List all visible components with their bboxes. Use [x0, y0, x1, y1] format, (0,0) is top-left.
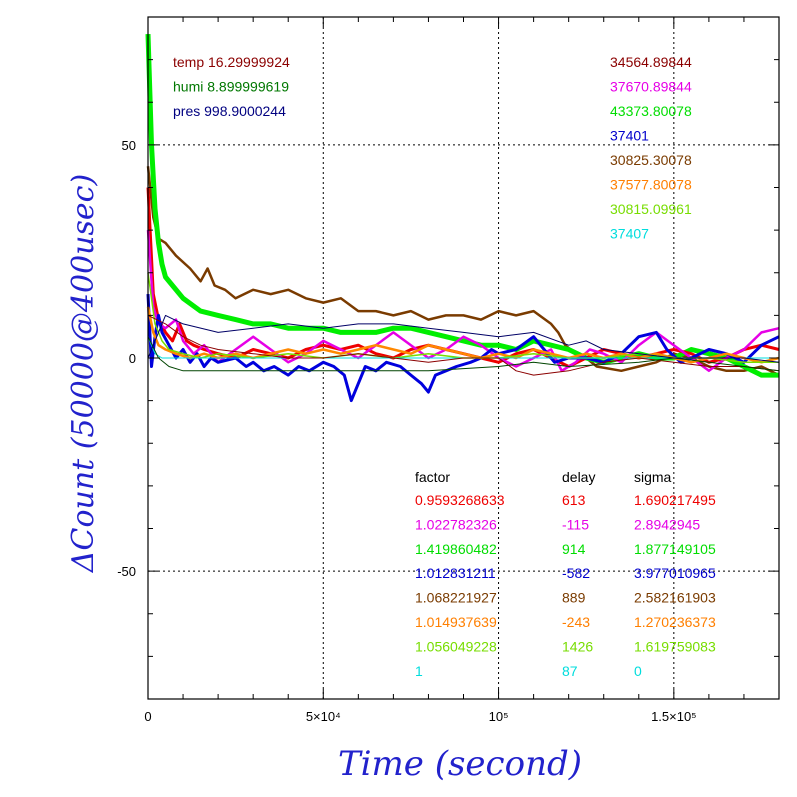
series-line-0	[146, 166, 780, 377]
table-cell-delay: 613	[562, 492, 586, 508]
y-tick-label: 50	[122, 138, 136, 153]
table-header: sigma	[634, 469, 672, 485]
series-line-2	[146, 187, 780, 368]
y-tick-label: -50	[117, 564, 136, 579]
x-axis-title: Time (second)	[338, 744, 582, 784]
plot-frame	[147, 16, 780, 700]
table-cell-delay: 889	[562, 590, 586, 606]
table-header: delay	[562, 469, 595, 485]
table-cell-delay: 914	[562, 541, 586, 557]
table-cell-delay: 1426	[562, 638, 593, 654]
table-cell-factor: 1.056049228	[415, 638, 497, 654]
table-cell-factor: 1.068221927	[415, 590, 497, 606]
table-cell-sigma: 1.270236373	[634, 614, 716, 630]
env-label: pres 998.9000244	[173, 103, 286, 119]
y-axis-title: ΔCount (50000@400usec)	[66, 174, 101, 573]
series-line-10	[147, 314, 780, 363]
table-cell-factor: 1.022782326	[415, 516, 497, 532]
fit-parameter-table: factor delay sigma 0.9593268633 613 1.6902174…	[415, 469, 716, 679]
table-cell-sigma: 2.8942945	[634, 516, 700, 532]
axis-ticks	[147, 16, 780, 700]
count-label: 37670.89844	[610, 79, 692, 95]
table-cell-sigma: 1.877149105	[634, 541, 716, 557]
x-tick-label: 5×10⁴	[306, 709, 341, 724]
series-line-6	[147, 272, 779, 364]
table-cell-delay: 87	[562, 663, 578, 679]
x-tick-label: 1.5×10⁵	[651, 709, 697, 724]
table-cell-factor: 1.419860482	[415, 541, 497, 557]
tick-labels: 0 5×10⁴ 10⁵ 1.5×10⁵ 50 0 -50	[117, 138, 696, 724]
series-line-9	[147, 336, 780, 372]
table-cell-delay: -243	[562, 614, 590, 630]
count-label: 37407	[610, 226, 649, 242]
env-label: temp 16.29999924	[173, 54, 290, 70]
table-cell-sigma: 0	[634, 663, 642, 679]
table-header: factor	[415, 469, 450, 485]
table-cell-factor: 0.9593268633	[415, 492, 505, 508]
table-cell-sigma: 1.619759083	[634, 638, 716, 654]
x-tick-label: 10⁵	[489, 709, 509, 724]
count-label: 43373.80078	[610, 103, 692, 119]
series-group	[145, 34, 780, 403]
table-cell-factor: 1.012831211	[415, 565, 496, 581]
series-line-3	[146, 230, 780, 373]
count-label: 30825.30078	[610, 152, 692, 168]
table-cell-delay: -115	[562, 516, 589, 532]
series-line-4	[146, 294, 780, 403]
env-label: humi 8.899999619	[173, 79, 289, 95]
table-cell-factor: 1	[415, 663, 423, 679]
count-label: 34564.89844	[610, 54, 692, 70]
table-cell-sigma: 1.690217495	[634, 492, 716, 508]
table-cell-delay: -582	[562, 565, 590, 581]
x-tick-label: 0	[144, 709, 151, 724]
table-cell-factor: 1.014937639	[415, 614, 497, 630]
count-label: 37577.80078	[610, 177, 692, 193]
table-cell-sigma: 2.582161903	[634, 590, 716, 606]
table-cell-sigma: 3.977010965	[634, 565, 716, 581]
y-tick-label: 0	[129, 351, 136, 366]
count-labels: 34564.89844 37670.89844 43373.80078 37401 30…	[610, 54, 692, 242]
count-label: 30815.09961	[610, 201, 692, 217]
count-label: 37401	[610, 128, 649, 144]
environment-labels: temp 16.29999924 humi 8.899999619 pres 998…	[173, 54, 290, 119]
